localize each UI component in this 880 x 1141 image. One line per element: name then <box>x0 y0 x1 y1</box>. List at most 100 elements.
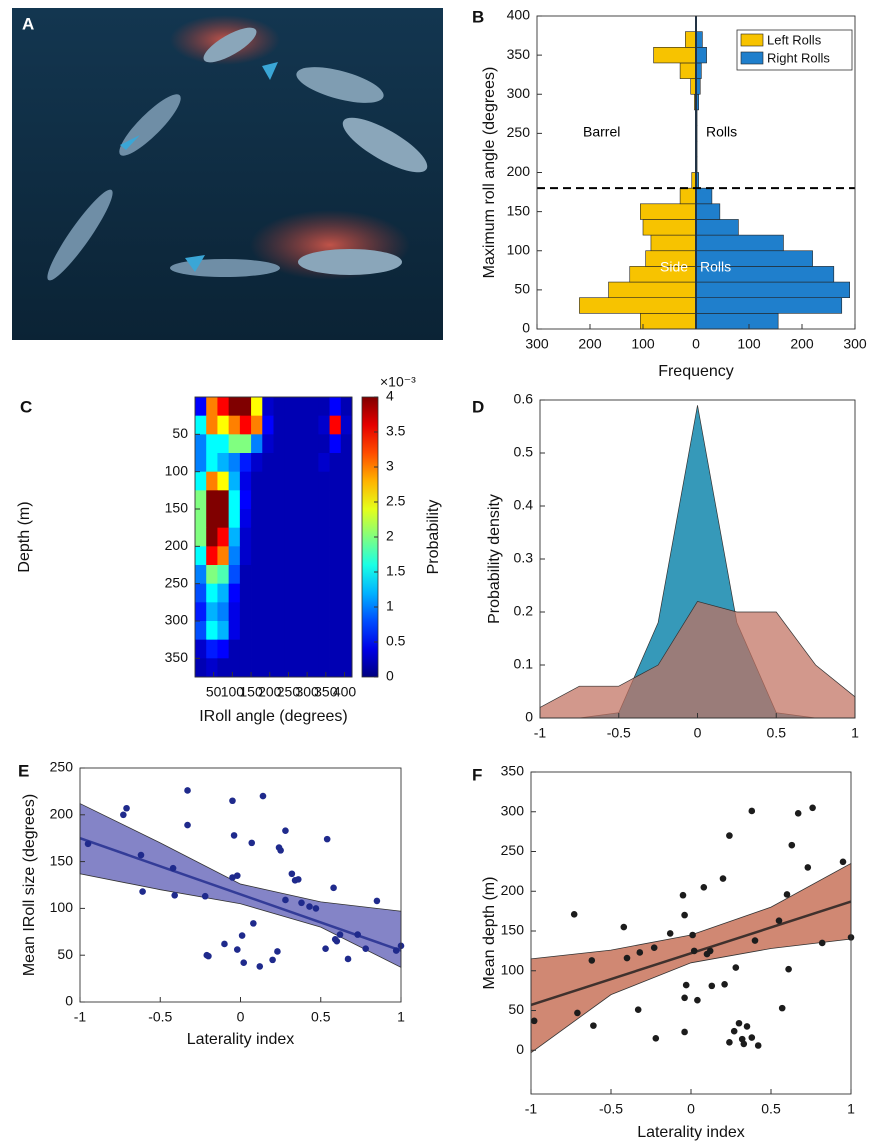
annotation: Rolls <box>706 124 737 140</box>
x-tick-label: 0.5 <box>311 1009 331 1025</box>
heat-cell <box>273 583 286 603</box>
heat-cell <box>295 621 308 641</box>
y-tick-label: 0 <box>525 709 533 725</box>
heat-cell <box>340 546 353 566</box>
heat-cell <box>195 639 207 659</box>
point <box>373 897 381 905</box>
y-tick-label: 50 <box>57 946 73 962</box>
whale <box>170 259 280 277</box>
confidence-band <box>79 802 402 969</box>
point <box>682 981 690 989</box>
heat-cell <box>206 415 218 435</box>
annotation: Rolls <box>700 259 731 275</box>
heat-cell <box>251 509 263 529</box>
annotation: Barrel <box>583 124 620 140</box>
heat-cell <box>307 415 319 435</box>
point <box>201 892 209 900</box>
point <box>735 1019 743 1027</box>
x-tick-label: -1 <box>534 725 547 741</box>
heat-cell <box>262 546 274 566</box>
panel-label: F <box>472 765 482 784</box>
heat-cell <box>228 434 241 454</box>
heat-cell <box>295 583 308 603</box>
point <box>740 1040 748 1048</box>
point <box>233 946 241 953</box>
heat-cell <box>318 527 330 547</box>
y-tick-label: 50 <box>508 1001 524 1017</box>
heat-cell <box>318 509 330 529</box>
bar <box>579 297 697 314</box>
heat-cell <box>340 397 353 417</box>
heat-cell <box>307 658 319 678</box>
heat-cell <box>318 546 330 566</box>
heat-cell <box>318 434 330 454</box>
heat-cell <box>206 621 218 641</box>
heat-cell <box>239 658 252 678</box>
heat-cell <box>273 565 286 585</box>
point <box>139 888 146 895</box>
x-tick-label: 200 <box>258 684 282 700</box>
heat-cell <box>329 565 342 585</box>
y-tick-label: 0.6 <box>514 391 534 407</box>
x-tick-label: 350 <box>314 684 338 700</box>
heat-cell <box>329 583 342 603</box>
heat-cell <box>273 658 286 678</box>
point <box>721 980 728 988</box>
x-tick-label: 0.5 <box>761 1101 781 1117</box>
panel-label: A <box>22 14 34 33</box>
point <box>679 891 687 899</box>
heat-cell <box>295 658 308 678</box>
heat-cell <box>239 565 252 585</box>
heat-cell <box>195 583 207 603</box>
point <box>804 864 812 871</box>
heat-cell <box>295 546 308 566</box>
photo-panel: A <box>12 8 443 340</box>
bar <box>679 187 697 205</box>
panel-label: D <box>472 397 484 416</box>
legend: Left Rolls Right Rolls <box>736 29 853 71</box>
y-tick-label: 150 <box>507 202 531 218</box>
point <box>123 804 130 812</box>
point <box>748 807 756 815</box>
point <box>719 875 727 882</box>
heat-cell <box>239 583 252 603</box>
heat-cell <box>273 490 286 510</box>
heat-cell <box>217 658 230 678</box>
heat-cell <box>195 415 207 435</box>
panel: B Maximum roll angle (degrees) Frequency Ba… <box>472 7 867 381</box>
heat-cell <box>262 639 274 659</box>
point <box>250 920 257 927</box>
heat-cell <box>206 471 218 491</box>
heat-cell <box>273 434 286 454</box>
point <box>282 827 289 835</box>
point <box>256 963 264 970</box>
point <box>530 1017 538 1025</box>
x-tick-label: 0 <box>692 336 700 352</box>
x-axis-label: Frequency <box>658 363 734 380</box>
heat-cell <box>262 621 274 641</box>
heat-cell <box>217 602 230 622</box>
heat-cell <box>295 434 308 454</box>
panel: D Probability density -1 -0.5 0 0.5 1 0 0.1 0.2 0.… <box>472 391 859 741</box>
point <box>839 858 847 866</box>
heat-cell <box>251 434 263 454</box>
y-tick-label: 150 <box>165 500 189 516</box>
heat-cell <box>340 565 353 585</box>
heat-cell <box>329 453 342 473</box>
bar <box>653 46 697 64</box>
colorbar-tick-label: 3 <box>386 458 394 474</box>
heat-cell <box>262 397 274 417</box>
y-tick-label: 250 <box>507 124 531 140</box>
y-tick-label: 200 <box>50 806 74 822</box>
x-tick-label: 100 <box>631 336 655 352</box>
point <box>775 917 783 924</box>
y-tick-label: 200 <box>507 163 531 179</box>
heat-cell <box>307 434 319 454</box>
colorbar-tick-label: 3.5 <box>386 423 406 439</box>
heat-cell <box>340 527 353 547</box>
heat-cell <box>217 565 230 585</box>
heat-cell <box>206 434 218 454</box>
y-axis-label: Mean depth (m) <box>481 877 498 990</box>
heat-cell <box>284 602 297 622</box>
y-tick-label: 0.1 <box>514 656 534 672</box>
